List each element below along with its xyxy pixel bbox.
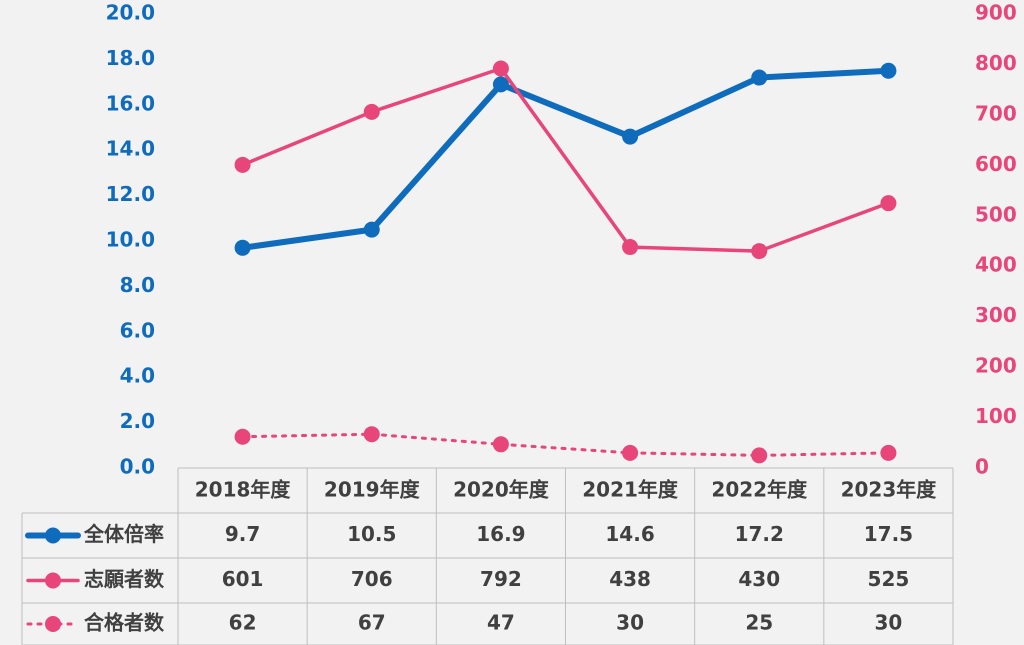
series-line xyxy=(241,432,890,457)
y2-tick-label: 900 xyxy=(975,1,1017,25)
point xyxy=(751,447,768,464)
y-tick-label: 20.0 xyxy=(106,1,155,25)
table-value: 792 xyxy=(480,567,522,591)
table-value: 47 xyxy=(487,611,515,635)
table-value: 706 xyxy=(351,567,393,591)
point xyxy=(234,428,251,445)
y-tick-label: 4.0 xyxy=(120,364,155,388)
y2-tick-label: 200 xyxy=(975,354,1017,378)
point xyxy=(363,221,380,238)
x-tick-label: 2020年度 xyxy=(453,478,550,502)
y2-tick-label: 600 xyxy=(975,152,1017,176)
point xyxy=(234,239,251,256)
x-tick-label: 2018年度 xyxy=(195,478,292,502)
table-value: 30 xyxy=(874,611,902,635)
point xyxy=(234,156,251,173)
series-line xyxy=(239,67,892,251)
y2-tick-label: 400 xyxy=(975,253,1017,277)
y2-tick-label: 800 xyxy=(975,51,1017,75)
table-value: 10.5 xyxy=(347,522,396,546)
table-value: 430 xyxy=(738,567,780,591)
table-value: 62 xyxy=(229,611,257,635)
y2-tick-label: 700 xyxy=(975,101,1017,125)
table-value: 25 xyxy=(745,611,773,635)
point xyxy=(622,128,639,145)
y2-tick-label: 100 xyxy=(975,404,1017,428)
point xyxy=(751,243,768,260)
y-tick-label: 2.0 xyxy=(120,409,155,433)
y-tick-label: 16.0 xyxy=(106,91,155,115)
point xyxy=(492,436,509,453)
y-tick-label: 18.0 xyxy=(106,46,155,70)
y2-tick-label: 0 xyxy=(975,455,989,479)
x-tick-label: 2022年度 xyxy=(711,478,808,502)
point xyxy=(363,103,380,120)
point xyxy=(492,76,509,93)
legend-label: 志願者数 xyxy=(84,567,165,591)
x-tick-label: 2021年度 xyxy=(582,478,679,502)
y-tick-label: 12.0 xyxy=(106,182,155,206)
point xyxy=(880,195,897,212)
y-tick-label: 6.0 xyxy=(120,318,155,342)
table-value: 17.5 xyxy=(864,522,913,546)
legend-label: 合格者数 xyxy=(84,611,165,635)
table-value: 525 xyxy=(868,567,910,591)
point xyxy=(751,69,768,86)
x-tick-label: 2023年度 xyxy=(841,478,938,502)
legend-marker xyxy=(45,572,61,589)
y-tick-label: 0.0 xyxy=(120,455,155,479)
legend-marker xyxy=(45,616,61,632)
point xyxy=(622,444,639,461)
table-value: 601 xyxy=(222,567,264,591)
y-tick-label: 10.0 xyxy=(106,228,155,252)
legend-label: 全体倍率 xyxy=(83,522,164,546)
point xyxy=(363,426,380,443)
y2-tick-label: 500 xyxy=(975,202,1017,226)
point xyxy=(622,239,639,256)
table-value: 16.9 xyxy=(476,522,525,546)
table-value: 438 xyxy=(609,567,651,591)
y2-tick-label: 300 xyxy=(975,303,1017,327)
table-value: 9.7 xyxy=(225,522,260,546)
legend-marker xyxy=(45,527,61,544)
table-value: 14.6 xyxy=(605,522,654,546)
table-value: 67 xyxy=(358,611,386,635)
point xyxy=(492,60,509,77)
table-value: 30 xyxy=(616,611,644,635)
x-tick-label: 2019年度 xyxy=(324,478,421,502)
y-tick-label: 14.0 xyxy=(106,137,155,161)
series-line xyxy=(240,66,891,253)
table-value: 17.2 xyxy=(735,522,784,546)
point xyxy=(880,444,897,461)
point xyxy=(880,62,897,79)
y-tick-label: 8.0 xyxy=(120,273,155,297)
